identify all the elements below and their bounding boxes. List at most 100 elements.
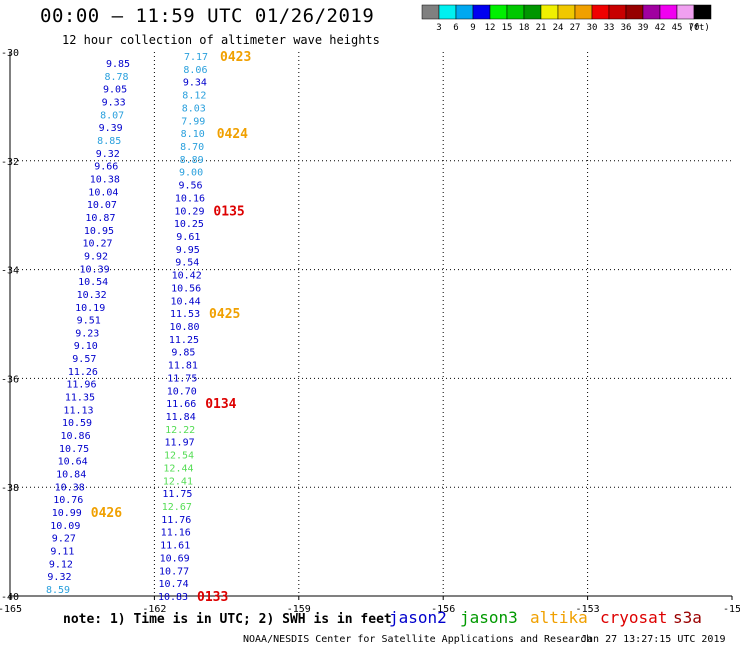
legend-swatch [455, 4, 474, 20]
pass-time-label: 0424 [217, 127, 248, 142]
legend-threshold: 33 [604, 23, 615, 33]
wave-height-label: 9.00 [179, 168, 203, 179]
wave-height-label: 10.80 [169, 322, 199, 333]
wave-height-label: 10.39 [80, 264, 110, 275]
wave-height-label: 12.67 [162, 502, 192, 513]
wave-height-label: 10.04 [88, 187, 118, 198]
wave-height-label: 11.16 [161, 528, 191, 539]
wave-height-label: 11.61 [160, 541, 190, 552]
wave-height-label: 9.85 [106, 59, 130, 70]
wave-height-label: 9.85 [171, 348, 195, 359]
legend-threshold: 42 [655, 23, 666, 33]
legend-swatch [523, 4, 542, 20]
legend-swatch [506, 4, 525, 20]
legend-swatch [591, 4, 610, 20]
wave-height-label: 10.83 [158, 592, 188, 603]
wave-height-label: 10.16 [175, 193, 205, 204]
wave-height-label: 10.38 [55, 482, 85, 493]
wave-height-label: 11.84 [166, 412, 196, 423]
x-tick-label: -162 [142, 604, 166, 615]
wave-height-label: 9.54 [175, 258, 199, 269]
legend-threshold: 18 [519, 23, 530, 33]
legend-swatch [642, 4, 661, 20]
wave-height-label: 8.89 [180, 155, 204, 166]
wave-height-label: 10.76 [53, 495, 83, 506]
legend-swatch [574, 4, 593, 20]
data-labels: 9.858.789.059.338.079.398.859.329.6610.3… [46, 50, 251, 605]
wave-height-label: 9.51 [77, 316, 101, 327]
legend-cryosat: cryosat [600, 608, 668, 627]
legend-swatch [625, 4, 644, 20]
x-tick-label: -165 [0, 604, 22, 615]
wave-height-label: 12.41 [163, 476, 193, 487]
wave-height-label: 8.59 [46, 585, 70, 596]
legend-threshold: 39 [638, 23, 649, 33]
y-tick-label: -36 [1, 374, 19, 385]
wave-height-label: 7.99 [181, 116, 205, 127]
wave-height-label: 10.32 [77, 290, 107, 301]
legend-swatch [421, 4, 440, 20]
x-tick-label: -159 [287, 604, 311, 615]
page-subtitle: 12 hour collection of altimeter wave hei… [62, 33, 380, 47]
legend-swatch [540, 4, 559, 20]
wave-height-label: 9.39 [99, 123, 123, 134]
wave-height-label: 10.27 [82, 239, 112, 250]
wave-height-label: 10.56 [171, 283, 201, 294]
legend-jason2: jason2 [389, 608, 447, 627]
wave-height-label: 10.09 [50, 521, 80, 532]
legend-swatch [472, 4, 491, 20]
wave-height-label: 10.86 [61, 431, 91, 442]
legend-threshold: 9 [470, 23, 475, 33]
wave-height-label: 8.78 [104, 72, 128, 83]
x-tick-label: -153 [576, 604, 600, 615]
legend-swatch [489, 4, 508, 20]
legend-threshold: 15 [502, 23, 513, 33]
wave-height-label: 10.19 [75, 303, 105, 314]
legend-swatch [438, 4, 457, 20]
wave-height-label: 7.17 [184, 52, 208, 63]
wave-height-label: 9.12 [49, 559, 73, 570]
legend-jason3: jason3 [460, 608, 518, 627]
pass-time-label: 0423 [220, 50, 251, 65]
wave-height-label: 9.57 [72, 354, 96, 365]
chart-axes [9, 52, 732, 597]
wave-height-label: 11.76 [161, 515, 191, 526]
wave-height-label: 10.07 [87, 200, 117, 211]
wave-height-label: 8.12 [182, 91, 206, 102]
credit-text: NOAA/NESDIS Center for Satellite Applica… [243, 634, 593, 645]
wave-height-label: 9.23 [75, 328, 99, 339]
color-scale-legend: 3 6 9 12 15 18 21 24 27 30 33 36 39 42 45 70(ft) [421, 4, 712, 33]
wave-height-label: 11.75 [167, 373, 197, 384]
y-tick-label: -38 [1, 483, 19, 494]
legend-threshold: 30 [587, 23, 598, 33]
wave-height-label: 10.74 [158, 579, 188, 590]
legend-swatch [693, 4, 712, 20]
legend-swatch [659, 4, 678, 20]
wave-height-label: 9.95 [176, 245, 200, 256]
wave-height-label: 11.35 [65, 393, 95, 404]
y-tick-label: -30 [1, 48, 19, 59]
wave-height-label: 9.66 [94, 162, 118, 173]
chart-grid [10, 52, 732, 596]
legend-threshold: 70 [689, 23, 700, 33]
generated-timestamp: Jan 27 13:27:15 UTC 2019 [581, 634, 726, 645]
wave-height-label: 10.87 [85, 213, 115, 224]
wave-height-label: 10.77 [159, 566, 189, 577]
wave-height-label: 9.32 [47, 572, 71, 583]
wave-height-label: 12.54 [164, 451, 194, 462]
wave-height-label: 9.56 [178, 181, 202, 192]
wave-height-label: 9.10 [74, 341, 98, 352]
legend-swatch [676, 4, 695, 20]
wave-height-label: 9.11 [50, 547, 74, 558]
legend-altika: altika [530, 608, 588, 627]
wave-height-label: 11.81 [168, 361, 198, 372]
wave-height-label: 10.99 [52, 508, 82, 519]
wave-height-label: 11.13 [63, 405, 93, 416]
legend-unit: (ft) [688, 23, 710, 33]
y-tick-label: -32 [1, 157, 19, 168]
legend-threshold: 21 [536, 23, 547, 33]
x-tick-label: -15 [723, 604, 740, 615]
note-text: note: 1) Time is in UTC; 2) SWH is in fe… [63, 612, 392, 627]
wave-height-label: 10.38 [90, 174, 120, 185]
legend-threshold: 3 [436, 23, 441, 33]
